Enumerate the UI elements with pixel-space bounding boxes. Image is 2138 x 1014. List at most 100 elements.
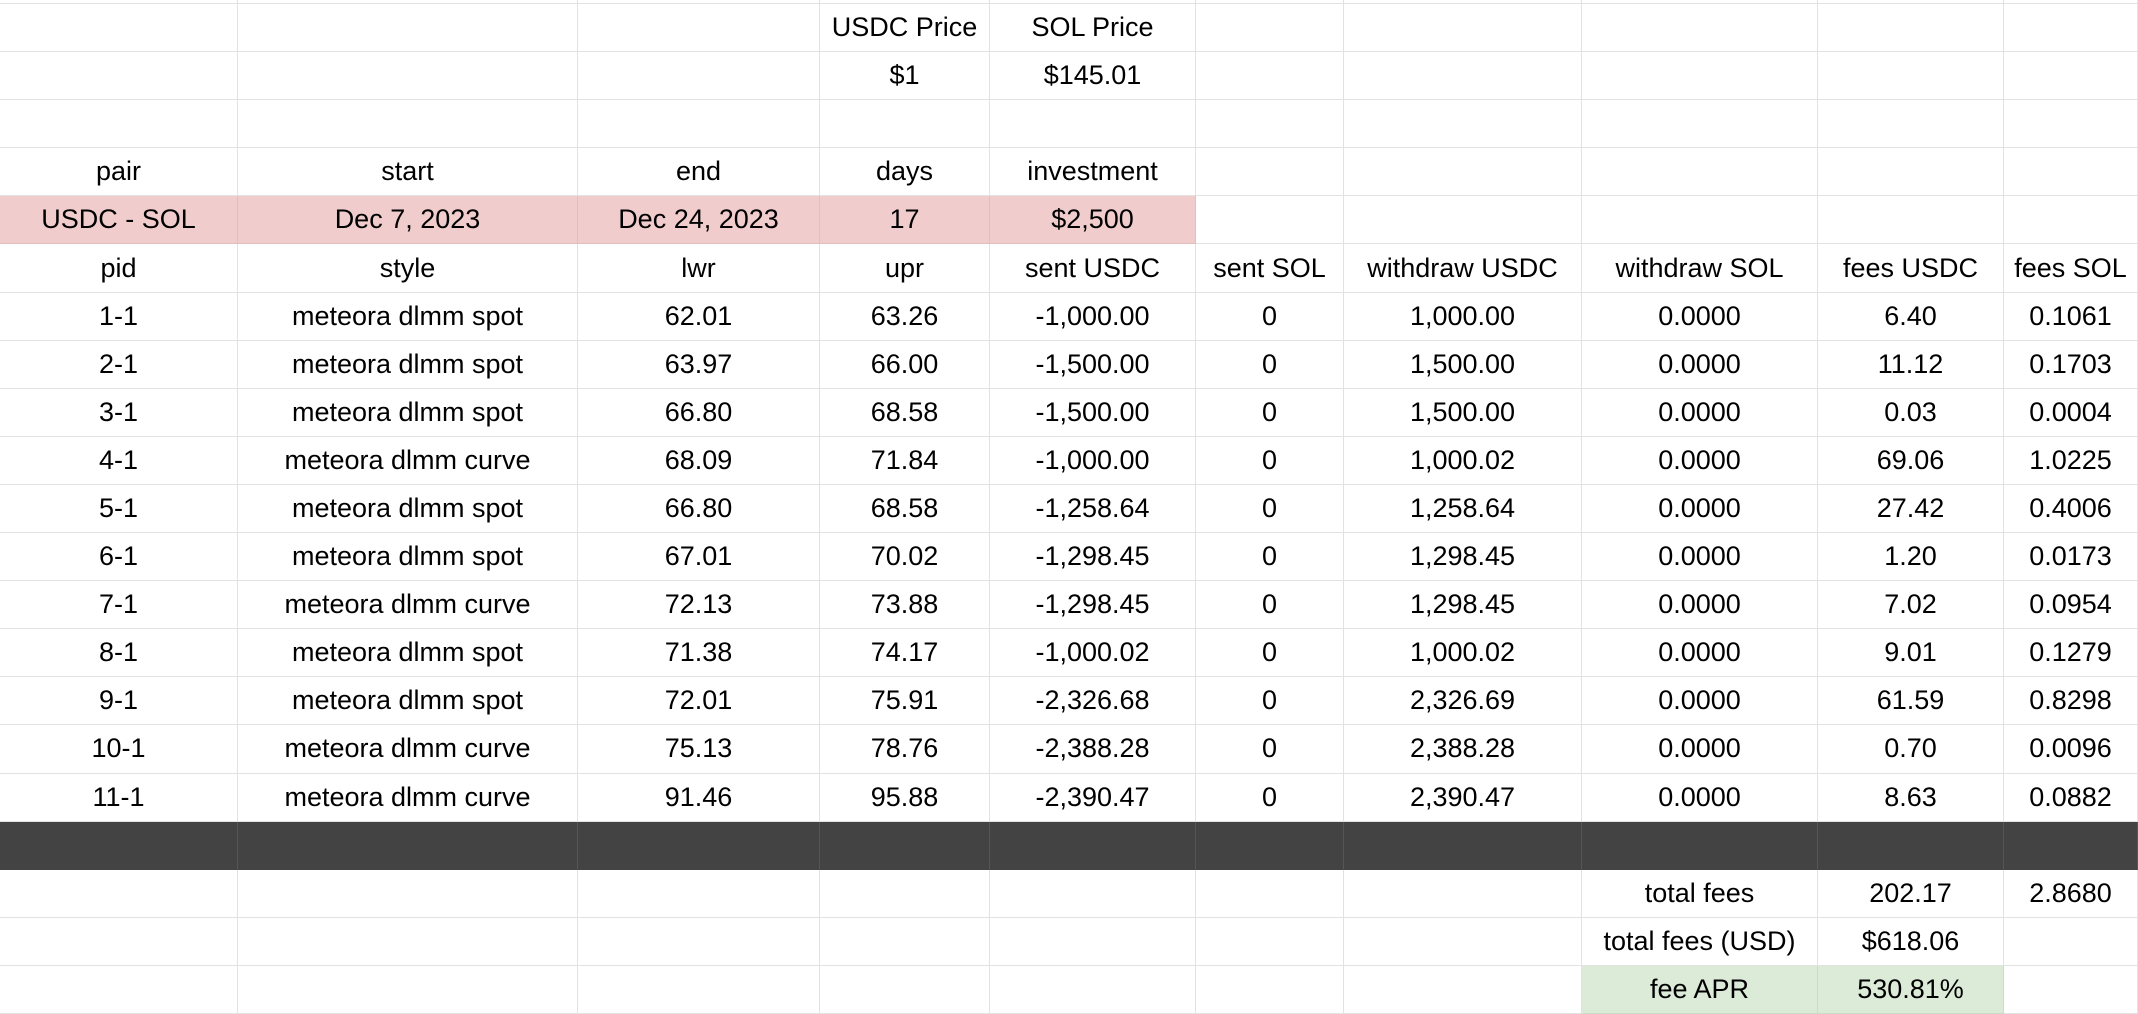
separator-cell[interactable] bbox=[1196, 821, 1344, 870]
cell-sent-usdc[interactable]: -1,298.45 bbox=[990, 581, 1196, 630]
cell-fees-sol[interactable]: 0.0882 bbox=[2004, 773, 2138, 822]
empty-cell[interactable] bbox=[1344, 4, 1582, 53]
summary-header-pair[interactable]: pair bbox=[0, 148, 238, 197]
summary-start-cell[interactable]: Dec 7, 2023 bbox=[238, 196, 578, 245]
cell-fees-usdc[interactable]: 27.42 bbox=[1818, 484, 2004, 534]
cell-lwr[interactable]: 72.01 bbox=[578, 677, 820, 726]
empty-cell[interactable] bbox=[0, 100, 238, 149]
cell-lwr[interactable]: 62.01 bbox=[578, 292, 820, 341]
cell-fees-usdc[interactable]: 8.63 bbox=[1818, 773, 2004, 822]
cell-fees-usdc[interactable]: 0.03 bbox=[1818, 388, 2004, 437]
cell-pid[interactable]: 9-1 bbox=[0, 677, 238, 726]
cell-withdraw-sol[interactable]: 0.0000 bbox=[1582, 725, 1818, 774]
cell-lwr[interactable]: 66.80 bbox=[578, 484, 820, 534]
positions-header-sent-sol[interactable]: sent SOL bbox=[1196, 244, 1344, 293]
cell-upr[interactable]: 63.26 bbox=[820, 292, 990, 341]
cell-sent-usdc[interactable]: -2,388.28 bbox=[990, 725, 1196, 774]
positions-header-pid[interactable]: pid bbox=[0, 244, 238, 293]
empty-cell[interactable] bbox=[2004, 148, 2138, 197]
cell-upr[interactable]: 73.88 bbox=[820, 581, 990, 630]
cell-pid[interactable]: 6-1 bbox=[0, 533, 238, 582]
empty-cell[interactable] bbox=[1344, 100, 1582, 149]
empty-cell[interactable] bbox=[578, 965, 820, 1014]
empty-cell[interactable] bbox=[0, 917, 238, 966]
empty-cell[interactable] bbox=[2004, 52, 2138, 101]
cell-withdraw-usdc[interactable]: 1,500.00 bbox=[1344, 388, 1582, 437]
cell-upr[interactable]: 68.58 bbox=[820, 484, 990, 534]
cell-sent-sol[interactable]: 0 bbox=[1196, 388, 1344, 437]
cell-lwr[interactable]: 68.09 bbox=[578, 436, 820, 485]
sol-price-value[interactable]: $145.01 bbox=[990, 52, 1196, 101]
cell-sent-sol[interactable]: 0 bbox=[1196, 484, 1344, 534]
empty-cell[interactable] bbox=[1196, 52, 1344, 101]
empty-cell[interactable] bbox=[1196, 965, 1344, 1014]
empty-cell[interactable] bbox=[990, 965, 1196, 1014]
empty-cell[interactable] bbox=[1582, 148, 1818, 197]
empty-cell[interactable] bbox=[238, 4, 578, 53]
cell-fees-usdc[interactable]: 7.02 bbox=[1818, 581, 2004, 630]
total-fees-sol-value[interactable]: 2.8680 bbox=[2004, 869, 2138, 918]
cell-withdraw-sol[interactable]: 0.0000 bbox=[1582, 292, 1818, 341]
empty-cell[interactable] bbox=[990, 869, 1196, 918]
cell-sent-sol[interactable]: 0 bbox=[1196, 533, 1344, 582]
cell-sent-usdc[interactable]: -2,326.68 bbox=[990, 677, 1196, 726]
cell-upr[interactable]: 66.00 bbox=[820, 340, 990, 389]
cell-style[interactable]: meteora dlmm spot bbox=[238, 292, 578, 341]
empty-cell[interactable] bbox=[1196, 4, 1344, 53]
separator-cell[interactable] bbox=[2004, 821, 2138, 870]
empty-cell[interactable] bbox=[578, 917, 820, 966]
empty-cell[interactable] bbox=[0, 965, 238, 1014]
cell-fees-sol[interactable]: 0.0173 bbox=[2004, 533, 2138, 582]
empty-cell[interactable] bbox=[820, 0, 990, 4]
cell-style[interactable]: meteora dlmm curve bbox=[238, 581, 578, 630]
cell-pid[interactable]: 8-1 bbox=[0, 629, 238, 678]
cell-upr[interactable]: 74.17 bbox=[820, 629, 990, 678]
total-fees-usd-label[interactable]: total fees (USD) bbox=[1582, 917, 1818, 966]
total-fees-usd-value[interactable]: $618.06 bbox=[1818, 917, 2004, 966]
cell-fees-usdc[interactable]: 1.20 bbox=[1818, 533, 2004, 582]
cell-upr[interactable]: 75.91 bbox=[820, 677, 990, 726]
cell-lwr[interactable]: 66.80 bbox=[578, 388, 820, 437]
empty-cell[interactable] bbox=[1344, 965, 1582, 1014]
cell-lwr[interactable]: 91.46 bbox=[578, 773, 820, 822]
empty-cell[interactable] bbox=[2004, 196, 2138, 245]
cell-withdraw-usdc[interactable]: 1,000.02 bbox=[1344, 629, 1582, 678]
cell-withdraw-usdc[interactable]: 2,388.28 bbox=[1344, 725, 1582, 774]
cell-style[interactable]: meteora dlmm spot bbox=[238, 533, 578, 582]
cell-sent-usdc[interactable]: -1,500.00 bbox=[990, 340, 1196, 389]
empty-cell[interactable] bbox=[1344, 917, 1582, 966]
cell-pid[interactable]: 7-1 bbox=[0, 581, 238, 630]
positions-header-style[interactable]: style bbox=[238, 244, 578, 293]
separator-cell[interactable] bbox=[990, 821, 1196, 870]
usdc-price-label[interactable]: USDC Price bbox=[820, 4, 990, 53]
cell-pid[interactable]: 5-1 bbox=[0, 484, 238, 534]
cell-upr[interactable]: 78.76 bbox=[820, 725, 990, 774]
empty-cell[interactable] bbox=[1818, 0, 2004, 4]
cell-withdraw-usdc[interactable]: 1,298.45 bbox=[1344, 581, 1582, 630]
cell-lwr[interactable]: 67.01 bbox=[578, 533, 820, 582]
cell-withdraw-sol[interactable]: 0.0000 bbox=[1582, 436, 1818, 485]
separator-cell[interactable] bbox=[238, 821, 578, 870]
empty-cell[interactable] bbox=[820, 965, 990, 1014]
separator-cell[interactable] bbox=[1344, 821, 1582, 870]
empty-cell[interactable] bbox=[238, 869, 578, 918]
cell-pid[interactable]: 11-1 bbox=[0, 773, 238, 822]
cell-fees-sol[interactable]: 0.0096 bbox=[2004, 725, 2138, 774]
cell-fees-usdc[interactable]: 11.12 bbox=[1818, 340, 2004, 389]
empty-cell[interactable] bbox=[820, 869, 990, 918]
cell-style[interactable]: meteora dlmm spot bbox=[238, 629, 578, 678]
positions-header-fees-sol[interactable]: fees SOL bbox=[2004, 244, 2138, 293]
cell-withdraw-sol[interactable]: 0.0000 bbox=[1582, 388, 1818, 437]
empty-cell[interactable] bbox=[1344, 52, 1582, 101]
cell-sent-sol[interactable]: 0 bbox=[1196, 340, 1344, 389]
cell-withdraw-usdc[interactable]: 1,500.00 bbox=[1344, 340, 1582, 389]
cell-withdraw-usdc[interactable]: 1,258.64 bbox=[1344, 484, 1582, 534]
empty-cell[interactable] bbox=[990, 100, 1196, 149]
positions-header-withdraw-usdc[interactable]: withdraw USDC bbox=[1344, 244, 1582, 293]
empty-cell[interactable] bbox=[820, 917, 990, 966]
cell-lwr[interactable]: 71.38 bbox=[578, 629, 820, 678]
cell-withdraw-sol[interactable]: 0.0000 bbox=[1582, 629, 1818, 678]
cell-sent-sol[interactable]: 0 bbox=[1196, 725, 1344, 774]
cell-sent-sol[interactable]: 0 bbox=[1196, 581, 1344, 630]
cell-lwr[interactable]: 72.13 bbox=[578, 581, 820, 630]
